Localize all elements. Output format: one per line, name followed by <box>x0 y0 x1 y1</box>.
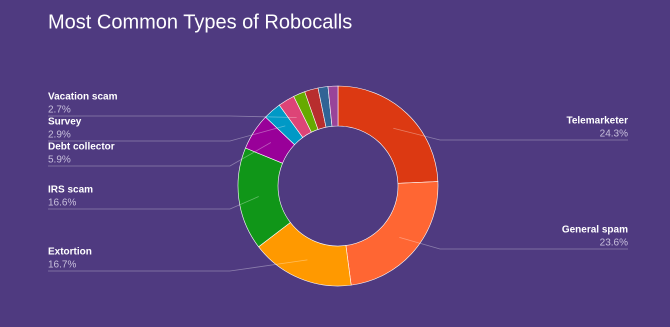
slice-label: Debt collector <box>48 142 115 153</box>
leader-line <box>48 125 286 142</box>
slice-label: IRS scam <box>48 185 93 196</box>
leader-line <box>48 115 297 118</box>
slice-label: General spam <box>562 225 628 236</box>
slice <box>327 85 339 127</box>
slice-value: 16.6% <box>48 198 76 209</box>
slice-label: Telemarketer <box>566 116 628 127</box>
slice-label: Extortion <box>48 247 92 258</box>
slice-label: Vacation scam <box>48 92 118 103</box>
leader-line <box>48 259 308 272</box>
chart-title: Most Common Types of Robocalls <box>48 11 352 33</box>
slice-value: 2.7% <box>48 105 71 116</box>
leader-line <box>399 236 628 250</box>
leader-line <box>48 196 259 210</box>
leader-line <box>48 142 272 167</box>
slice-value: 5.9% <box>48 155 71 166</box>
leader-line <box>393 127 628 141</box>
slice-value: 16.7% <box>48 260 76 271</box>
slice-value: 2.9% <box>48 130 71 141</box>
slice-value: 24.3% <box>600 129 628 140</box>
slice-value: 23.6% <box>600 238 628 249</box>
slice-label: Survey <box>48 117 82 128</box>
